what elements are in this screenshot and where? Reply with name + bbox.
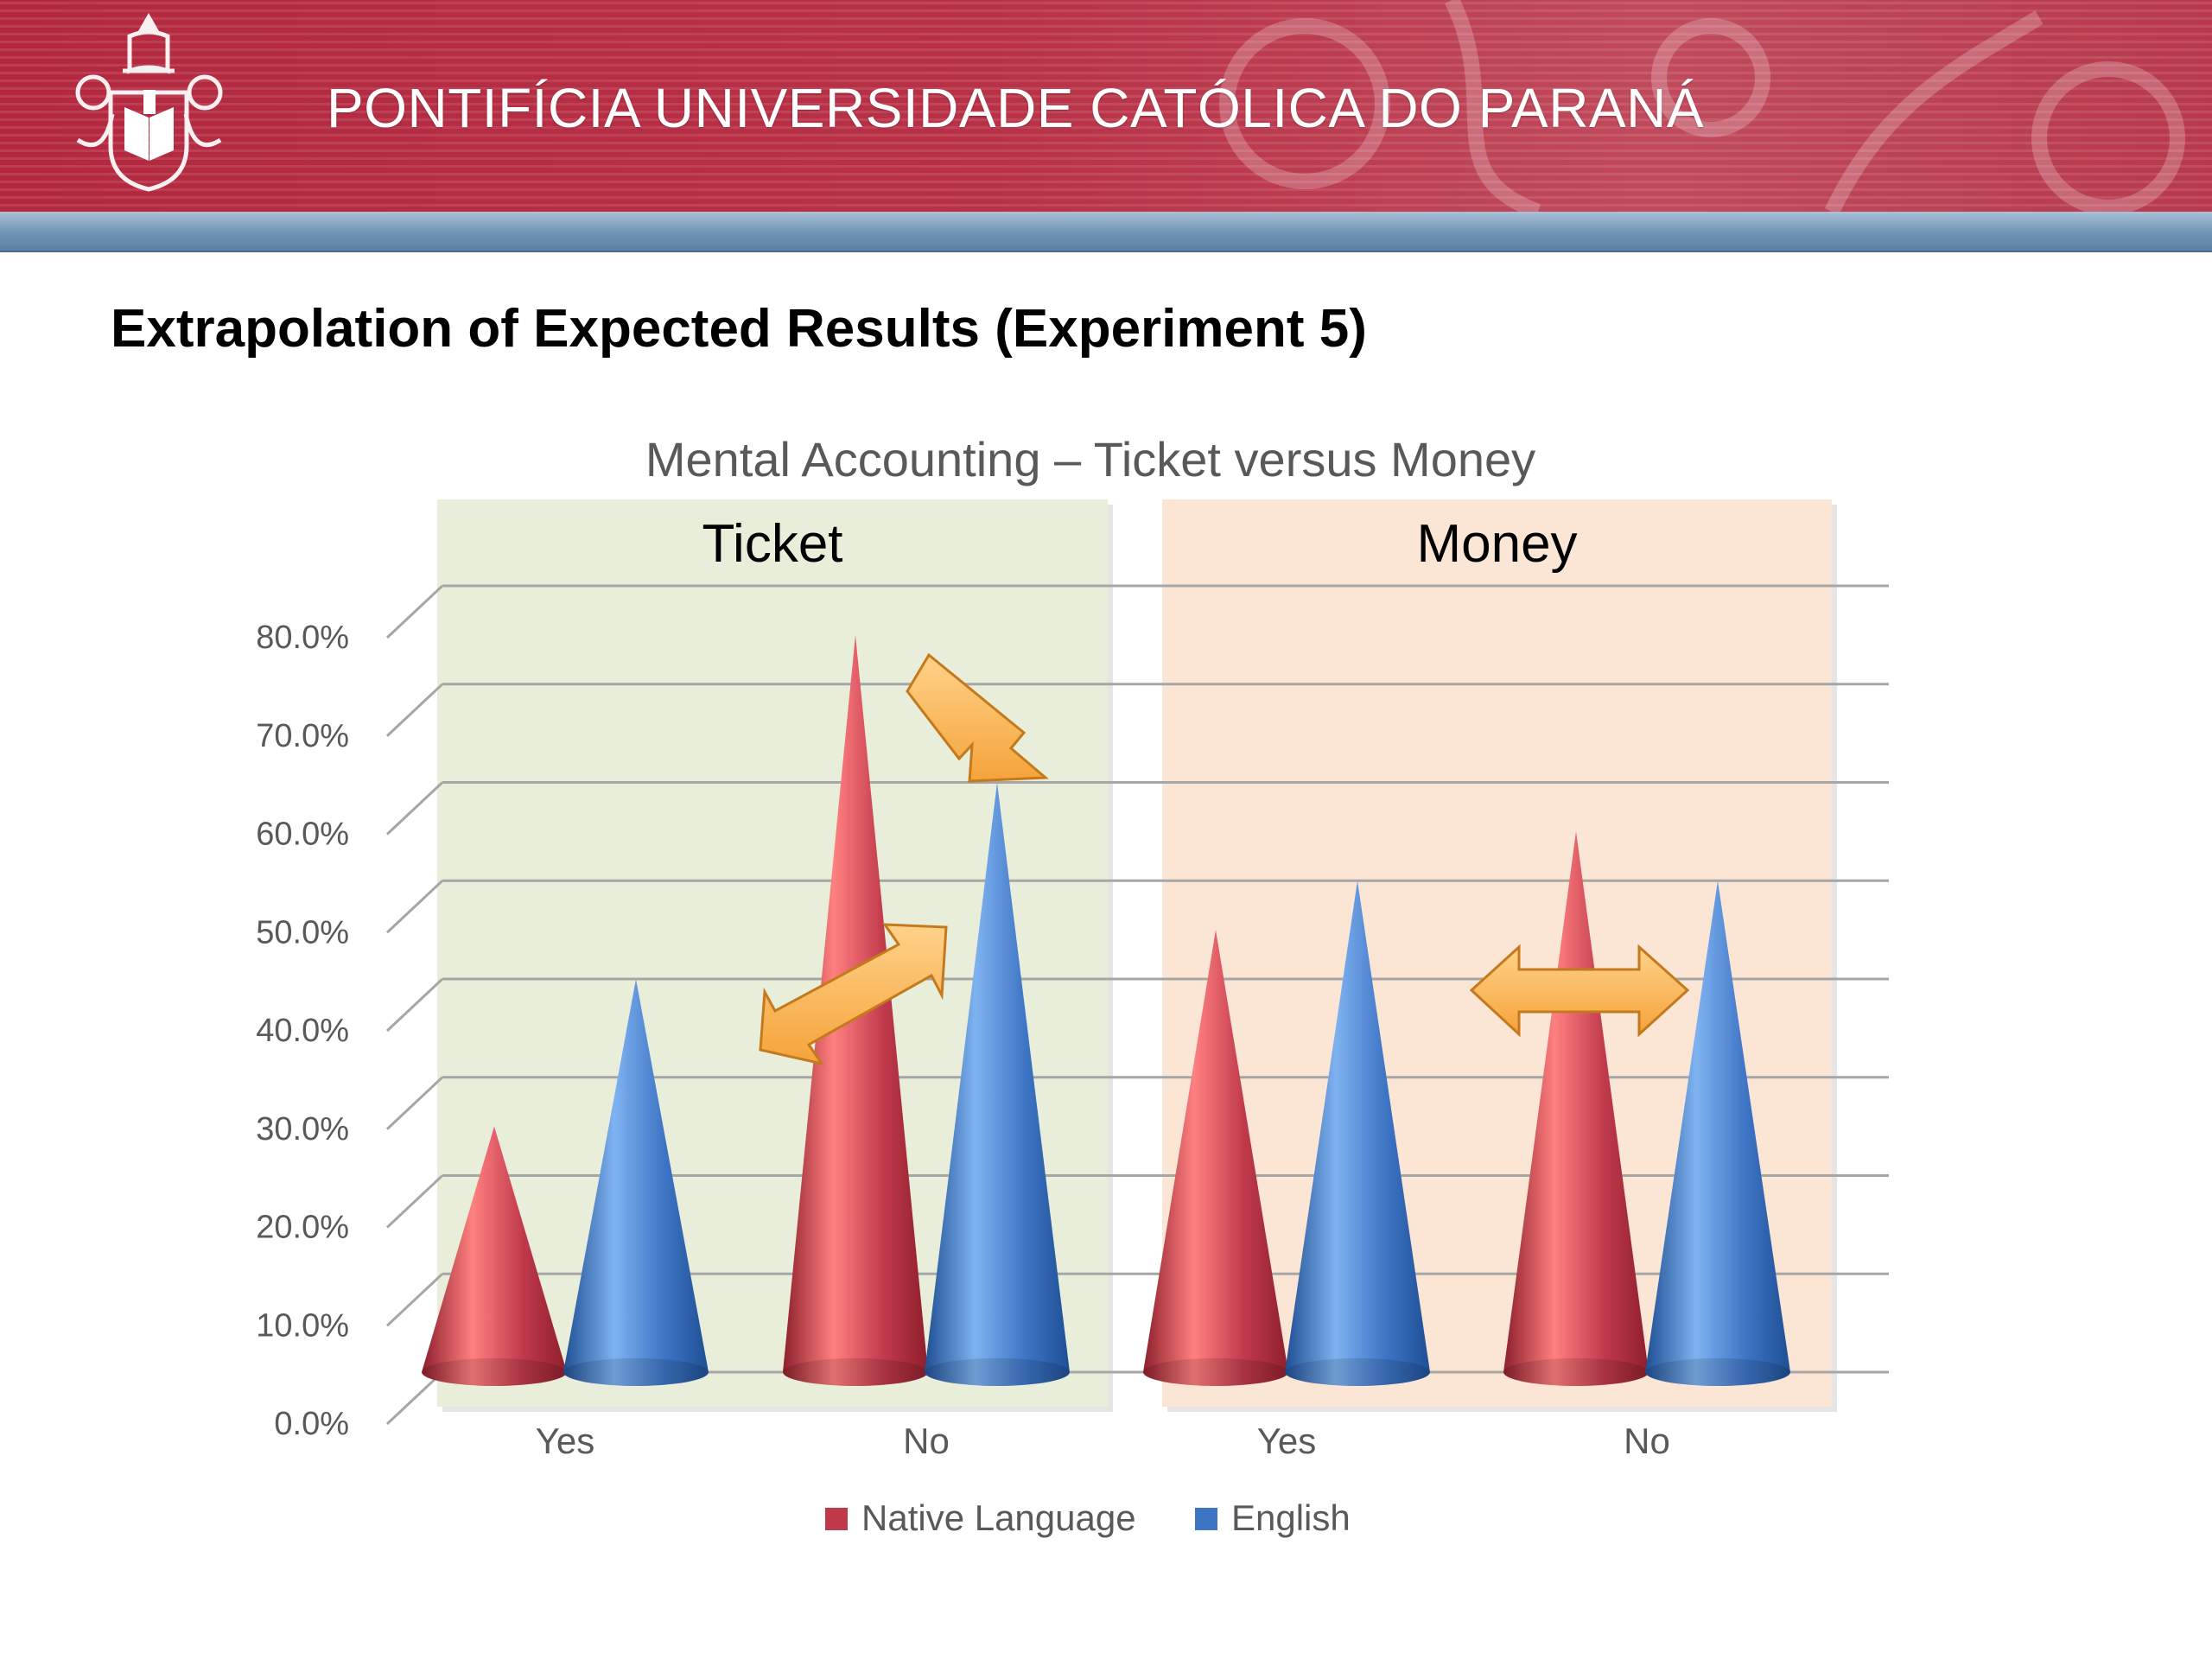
legend-label: English xyxy=(1231,1497,1351,1538)
y-tick-label: 80.0% xyxy=(256,620,349,656)
y-tick-label: 70.0% xyxy=(256,718,349,754)
x-tick-label: Yes xyxy=(536,1421,595,1461)
legend-swatch xyxy=(825,1508,848,1530)
annotation-double-arrow-diagonal xyxy=(759,923,948,1066)
header-banner: PONTIFÍCIA UNIVERSIDADE CATÓLICA DO PARA… xyxy=(0,0,2212,212)
university-name: PONTIFÍCIA UNIVERSIDADE CATÓLICA DO PARA… xyxy=(327,77,1705,139)
gridline-depth xyxy=(385,1370,444,1426)
annotation-double-arrow-horizontal xyxy=(1469,944,1690,1038)
x-tick-label: Yes xyxy=(1257,1421,1317,1461)
gridline-depth xyxy=(385,1273,444,1327)
gridline-depth xyxy=(385,977,444,1033)
chart-title: Mental Accounting – Ticket versus Money xyxy=(645,432,1535,486)
gridline-depth xyxy=(385,1174,444,1229)
cone-native-language-2 xyxy=(1143,930,1288,1386)
slide-title: Extrapolation of Expected Results (Exper… xyxy=(111,299,1367,359)
y-tick-label: 0.0% xyxy=(274,1406,349,1442)
gridline-depth xyxy=(385,1076,444,1130)
annotation-arrow-down-right xyxy=(906,652,1049,783)
legend-swatch xyxy=(1195,1508,1217,1530)
cone-english-0 xyxy=(563,979,709,1386)
header-divider-bar xyxy=(0,212,2212,252)
gridline-depth xyxy=(385,781,444,836)
x-tick-label: No xyxy=(903,1421,950,1461)
y-tick-label: 60.0% xyxy=(256,817,349,853)
legend-item-native-language: Native Language xyxy=(825,1497,1136,1538)
legend-item-english: English xyxy=(1195,1497,1351,1538)
group-label-ticket: Ticket xyxy=(702,514,842,574)
group-label-money: Money xyxy=(1416,514,1577,574)
cone-native-language-0 xyxy=(422,1126,567,1386)
y-tick-label: 50.0% xyxy=(256,914,349,950)
y-tick-label: 20.0% xyxy=(256,1210,349,1246)
cone-english-3 xyxy=(1645,880,1790,1386)
y-tick-label: 40.0% xyxy=(256,1013,349,1049)
cone-english-1 xyxy=(925,782,1070,1386)
y-tick-label: 10.0% xyxy=(256,1307,349,1344)
x-tick-label: No xyxy=(1624,1421,1670,1461)
gridline-depth xyxy=(385,584,444,639)
banner-pattern xyxy=(1219,0,2185,212)
cone-native-language-3 xyxy=(1503,831,1649,1386)
cone-english-2 xyxy=(1285,880,1430,1386)
gridline-depth xyxy=(385,683,444,737)
university-crest-icon xyxy=(75,12,223,192)
gridline-depth xyxy=(385,880,444,934)
legend-label: Native Language xyxy=(861,1497,1136,1538)
y-tick-label: 30.0% xyxy=(256,1111,349,1147)
